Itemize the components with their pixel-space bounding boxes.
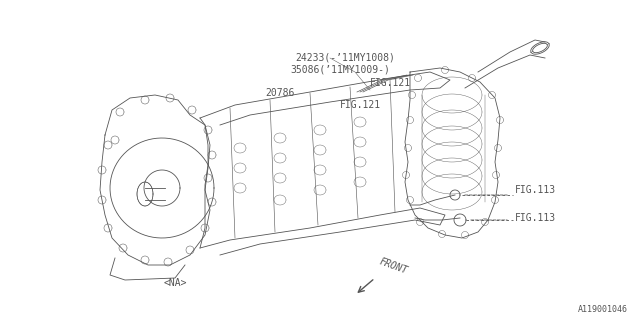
Text: 24233(-’11MY1008): 24233(-’11MY1008) <box>295 52 395 62</box>
Text: 20786: 20786 <box>265 88 294 98</box>
Text: FIG.121: FIG.121 <box>340 100 381 110</box>
Text: FRONT: FRONT <box>378 257 409 276</box>
Text: FIG.121: FIG.121 <box>370 78 411 88</box>
Text: 35086(’11MY1009-): 35086(’11MY1009-) <box>290 64 390 74</box>
Text: FIG.113: FIG.113 <box>515 185 556 195</box>
Text: <NA>: <NA> <box>163 278 187 288</box>
Text: A119001046: A119001046 <box>578 305 628 314</box>
Text: FIG.113: FIG.113 <box>515 213 556 223</box>
